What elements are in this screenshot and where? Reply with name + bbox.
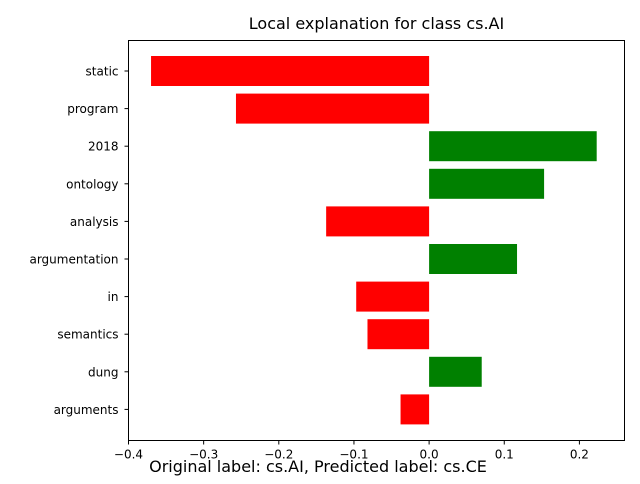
x-tick-label: −0.1	[339, 448, 368, 462]
x-tick-label: 0.1	[495, 448, 514, 462]
y-tick-label: 2018	[88, 140, 119, 154]
bar	[429, 131, 597, 162]
y-tick-label: dung	[88, 365, 118, 379]
y-tick-label: semantics	[57, 328, 118, 342]
y-tick-label: ontology	[66, 177, 118, 191]
bar	[429, 356, 482, 387]
y-tick-label: program	[67, 102, 118, 116]
y-tick-label: static	[86, 65, 119, 79]
bar	[429, 244, 518, 274]
bar	[429, 168, 545, 199]
x-tick-label: −0.3	[189, 448, 218, 462]
bars-layer	[151, 56, 597, 425]
x-tick-label: 0.2	[570, 448, 589, 462]
x-tick-label: −0.4	[114, 448, 143, 462]
bar	[151, 56, 430, 86]
y-tick-label: arguments	[54, 403, 119, 417]
chart-title: Local explanation for class cs.AI	[249, 14, 504, 33]
x-axis-ticks: −0.4 −0.3 −0.2 −0.1 0.0 0.1 0.2	[114, 440, 589, 462]
bar	[400, 394, 430, 425]
bar	[326, 206, 430, 237]
x-tick-label: −0.2	[264, 448, 293, 462]
plot-frame	[128, 40, 625, 441]
label-caption: Original label: cs.AI, Predicted label: …	[149, 457, 487, 476]
y-tick-label: analysis	[70, 215, 119, 229]
bar	[367, 319, 430, 350]
bar	[235, 93, 430, 124]
y-tick-label: in	[108, 290, 119, 304]
bar	[356, 281, 430, 312]
y-tick-label: argumentation	[29, 253, 118, 267]
x-tick-label: 0.0	[420, 448, 439, 462]
y-axis-ticks: static program 2018 ontology analysis argumen…	[29, 65, 129, 417]
